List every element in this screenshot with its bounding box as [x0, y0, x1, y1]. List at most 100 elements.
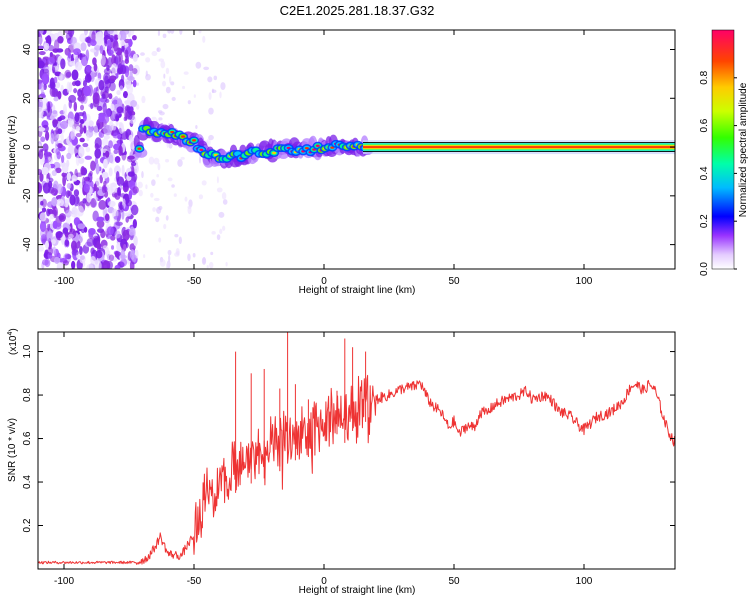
- spectrogram-noise-blob: [38, 50, 46, 56]
- spectrogram-noise-blob: [119, 64, 127, 75]
- spectrogram-noise-blob: [39, 212, 47, 222]
- snr-y-ticks: 0.2 0.4 0.6 0.8 1.0: [22, 344, 675, 532]
- spectrogram-noise-blob: [66, 81, 70, 94]
- spectrogram-noise-blob: [83, 113, 87, 122]
- spectrogram-noise-blob: [51, 196, 58, 207]
- spectrogram-noise-blob: [122, 182, 127, 188]
- spectrogram-ytick-label: -40: [22, 237, 33, 252]
- spectrogram-noise-blob: [80, 42, 87, 52]
- spectrogram-noise-blob: [113, 165, 121, 176]
- spectrogram-faint-speckle: [208, 107, 214, 115]
- spectrogram-noise-blob: [88, 227, 96, 235]
- spectrogram-faint-speckle: [167, 177, 173, 182]
- spectrogram-faint-speckle: [222, 225, 226, 231]
- spectrogram-faint-speckle: [177, 159, 183, 167]
- snr-frame: [37, 331, 676, 570]
- spectrogram-noise-blob: [88, 120, 94, 127]
- snr-ytick-label: 0.6: [22, 431, 33, 445]
- spectrogram-noise-blob: [49, 213, 55, 220]
- spectrogram-noise-blob: [47, 241, 52, 250]
- spectrogram-noise-blob: [44, 30, 53, 35]
- spectrogram-faint-speckle: [198, 155, 202, 164]
- spectrogram-noise-blob: [63, 103, 67, 116]
- spectrogram-track-blob-core: [304, 146, 309, 150]
- colorbar-gradient: [711, 29, 735, 270]
- spectrogram-faint-speckle: [211, 231, 216, 235]
- snr-y-multiplier-exponent: 4: [7, 332, 14, 336]
- spectrogram-noise-blob: [94, 137, 102, 149]
- colorbar-ticks: 0.0 0.2 0.4 0.6 0.8: [699, 70, 737, 276]
- spectrogram-noise-blob: [50, 188, 59, 196]
- spectrogram-noise-blob: [79, 137, 85, 143]
- spectrogram-noise-blob: [83, 30, 89, 36]
- snr-series-line: [38, 374, 675, 565]
- spectrogram-noise-blob: [92, 92, 100, 105]
- spectrogram-faint-speckle: [168, 254, 171, 262]
- spectrogram-noise-blob: [79, 246, 83, 255]
- spectrogram-ytick-label: 40: [22, 44, 33, 56]
- spectrogram-faint-speckle: [208, 92, 212, 100]
- spectrogram-noise-blob: [67, 51, 71, 59]
- spectrogram-faint-speckle: [159, 259, 166, 267]
- spectrogram-noise-blob: [121, 164, 125, 177]
- spectrogram-faint-speckle: [162, 33, 167, 39]
- spectrogram-noise-blob: [117, 186, 121, 196]
- spectrogram-noise-blob: [65, 215, 71, 225]
- spectrogram-noise-blob: [90, 39, 97, 47]
- spectrogram-faint-speckle: [218, 211, 225, 218]
- spectrogram-noise-blob: [78, 53, 86, 58]
- spectrogram-faint-speckle: [165, 215, 169, 221]
- spectrogram-track-blob-core: [137, 147, 142, 150]
- spectrogram-faint-speckle: [150, 192, 154, 198]
- snr-x-axis-label: Height of straight line (km): [299, 585, 416, 596]
- spectrogram-faint-speckle: [195, 124, 198, 130]
- spectrogram-noise-blob: [62, 174, 67, 187]
- spectrogram-noise-blob: [98, 79, 105, 91]
- spectrogram-noise-blob: [118, 30, 127, 42]
- spectrogram-noise-blob: [79, 33, 87, 43]
- spectrogram-noise-blob: [130, 161, 137, 167]
- spectrogram-noise-blob: [40, 82, 45, 94]
- spectrogram-noise-blob: [46, 230, 54, 243]
- spectrogram-noise-blob: [73, 114, 81, 125]
- spectrogram-noise-blob: [83, 183, 90, 193]
- spectrogram-noise-blob: [101, 185, 107, 194]
- spectrogram-faint-speckle: [136, 104, 140, 110]
- spectrogram-faint-speckle: [198, 30, 202, 34]
- spectrogram-noise-blob: [66, 172, 72, 181]
- spectrogram-noise-blob: [99, 174, 103, 184]
- spectrogram-noise-blob: [64, 254, 68, 260]
- spectrogram-track-blob-core: [192, 139, 196, 142]
- spectrogram-noise-blob: [125, 216, 129, 223]
- spectrogram-x-ticks: -100 -50 0 50 100: [54, 30, 593, 287]
- spectrogram-noise-blob: [96, 240, 101, 250]
- spectrogram-xtick-label: 0: [321, 276, 327, 287]
- spectrogram-noise-blob: [64, 69, 72, 79]
- spectrogram-noise-blob: [85, 49, 90, 62]
- spectrogram-noise-blob: [51, 169, 57, 177]
- spectrogram-noise-blob: [83, 125, 87, 134]
- spectrogram-noise-blob: [48, 180, 53, 189]
- spectrogram-noise-blob: [128, 64, 134, 72]
- spectrogram-noise-blob: [89, 198, 97, 208]
- spectrogram-y-ticks: -40 -20 0 20 40: [22, 44, 675, 252]
- snr-xtick-label: 100: [576, 576, 593, 587]
- spectrogram-noise-blob: [66, 182, 72, 189]
- snr-xtick-label: 0: [321, 576, 327, 587]
- spectrogram-noise-blob: [38, 100, 44, 109]
- spectrogram-noise-blob: [93, 62, 98, 72]
- spectrogram-noise-blob: [104, 213, 110, 222]
- spectrogram-noise-blob: [120, 258, 128, 267]
- spectrogram-noise-blob: [96, 105, 103, 112]
- spectrogram-noise-blob: [132, 67, 138, 75]
- spectrogram-noise-blob: [38, 36, 43, 44]
- spectrogram-noise-blob: [107, 30, 114, 35]
- spectrogram-faint-speckle: [148, 156, 155, 165]
- spectrogram-faint-speckle: [151, 51, 158, 57]
- spectrogram-noise-blob: [133, 235, 138, 247]
- snr-plot-area: [38, 332, 675, 565]
- spectrogram-noise-blob: [77, 205, 84, 217]
- spectrogram-noise-blob: [116, 176, 125, 187]
- spectrogram-noise-blob: [57, 143, 63, 149]
- spectrogram-noise-blob: [120, 193, 126, 198]
